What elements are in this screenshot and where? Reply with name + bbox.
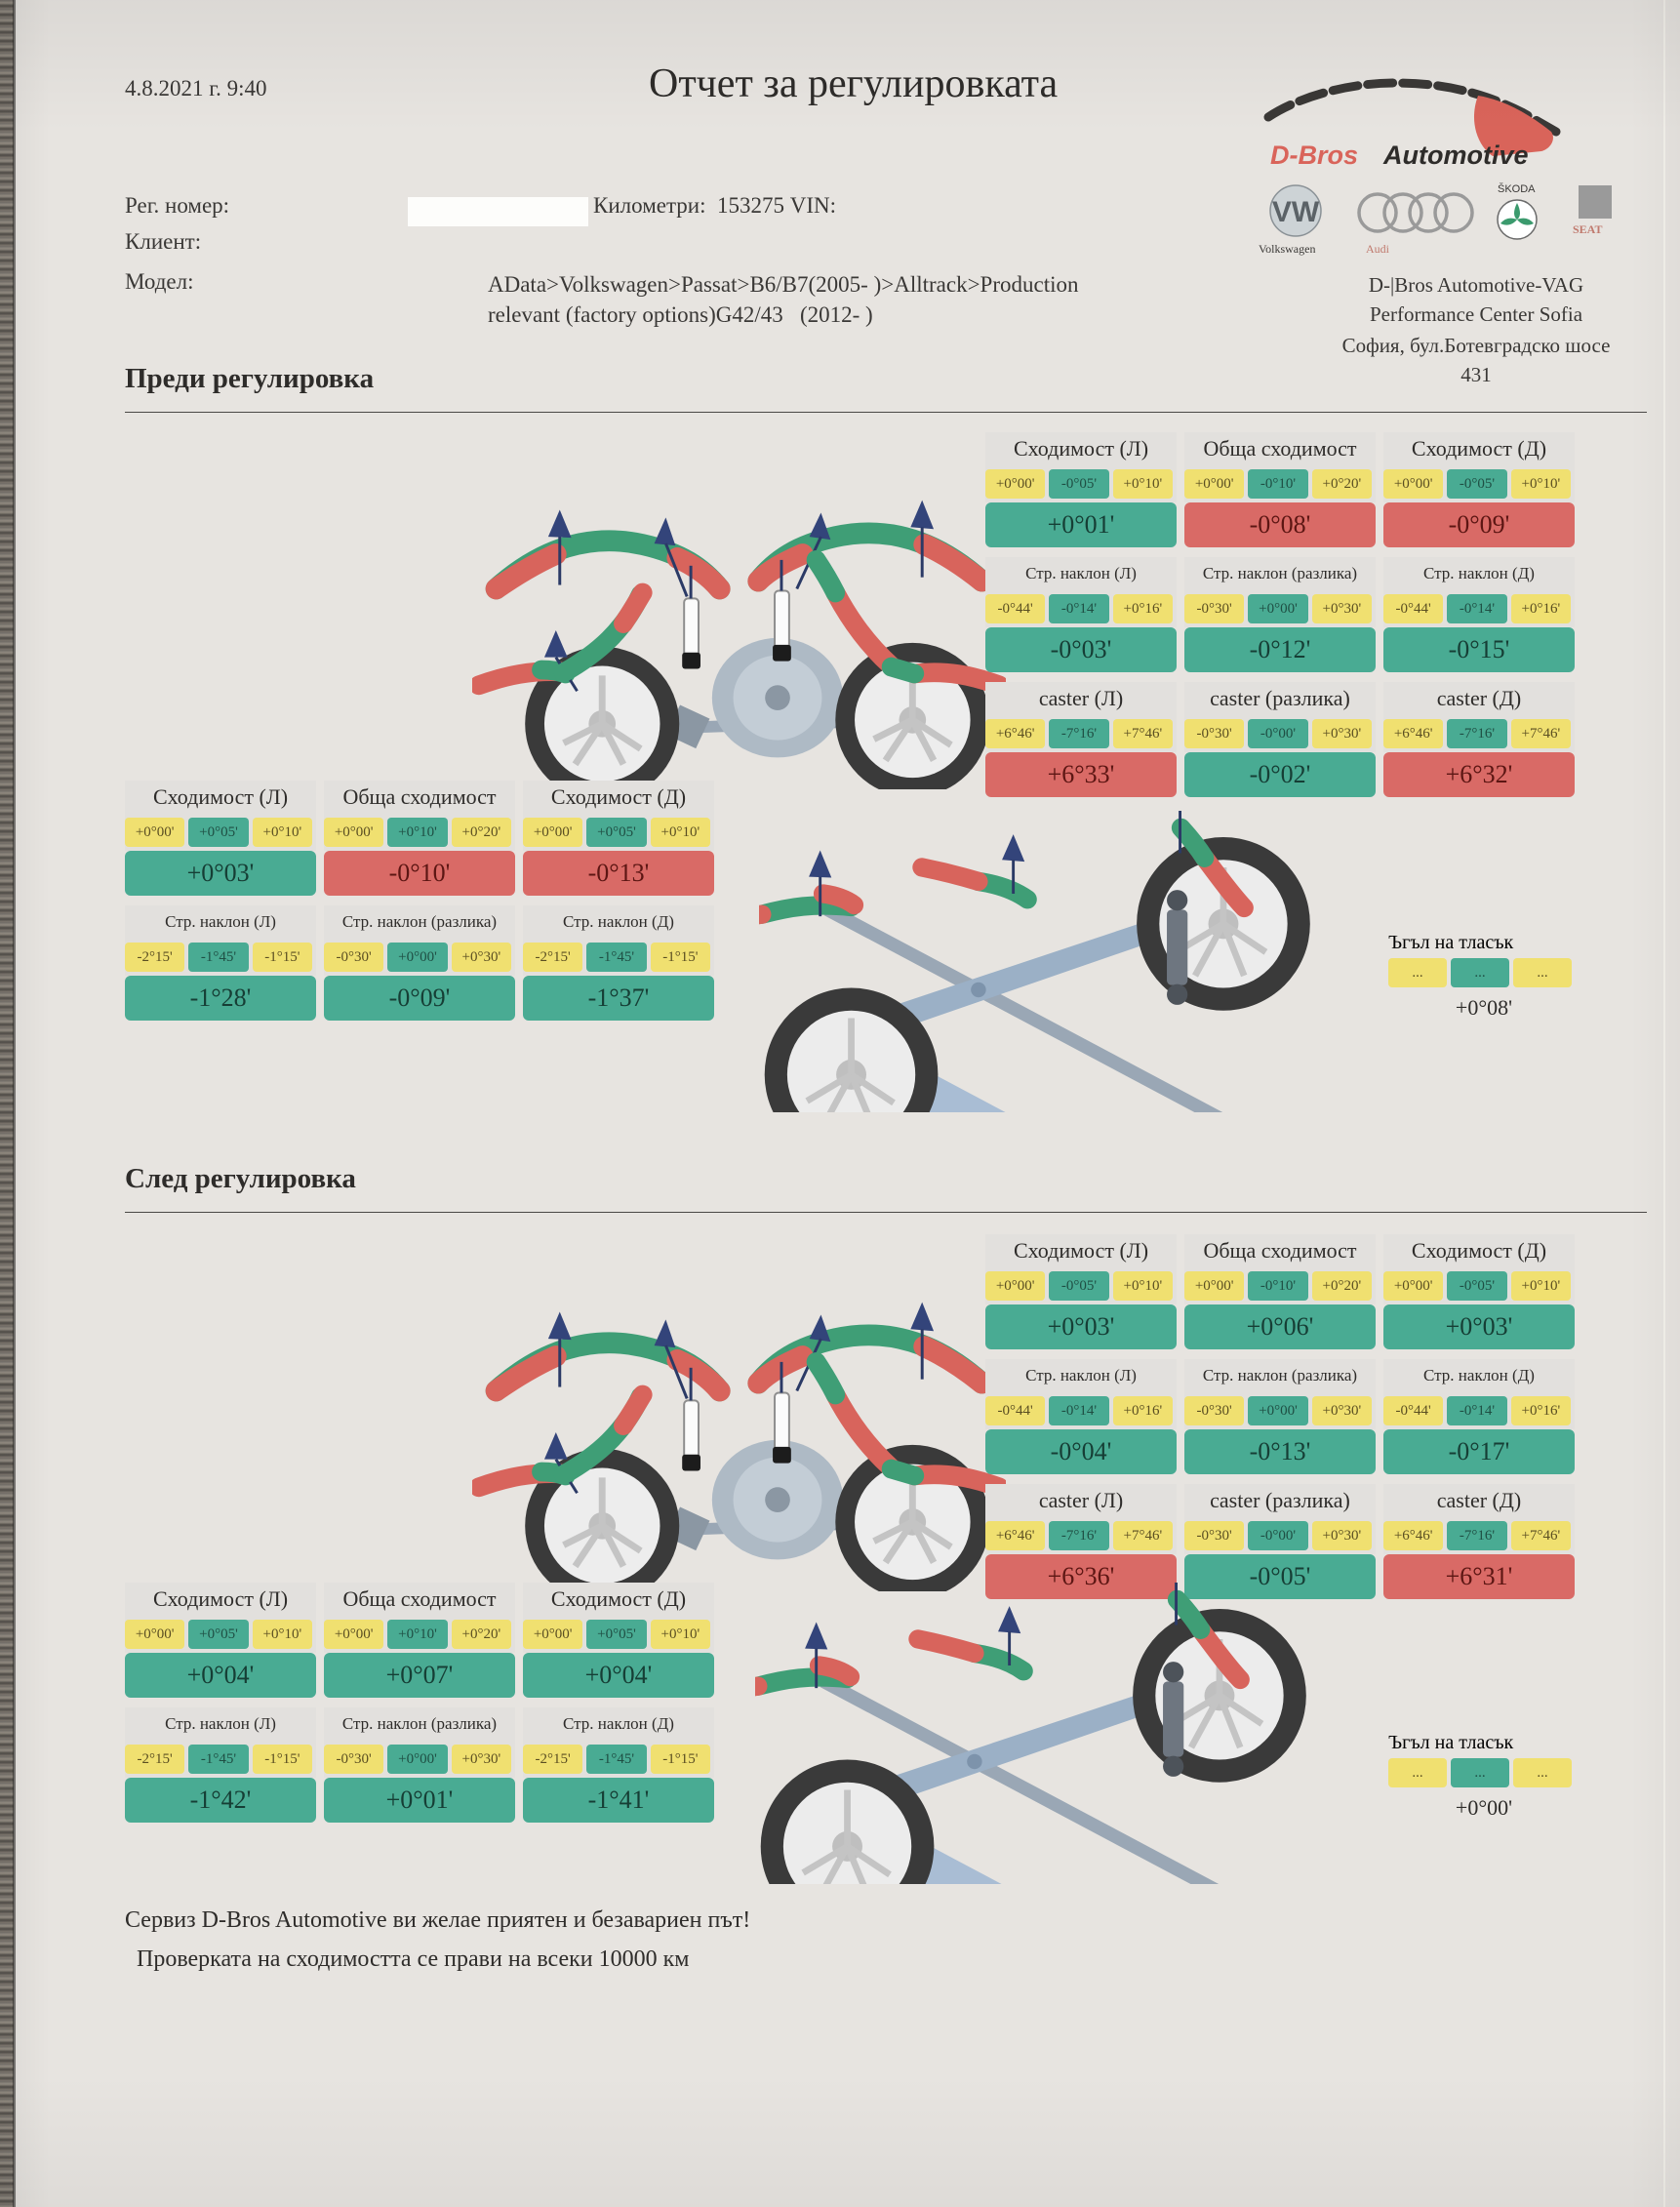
svg-text:D-Bros: D-Bros (1270, 140, 1358, 170)
svg-text:Automotive: Automotive (1382, 140, 1529, 170)
svg-text:VW: VW (1272, 196, 1320, 228)
